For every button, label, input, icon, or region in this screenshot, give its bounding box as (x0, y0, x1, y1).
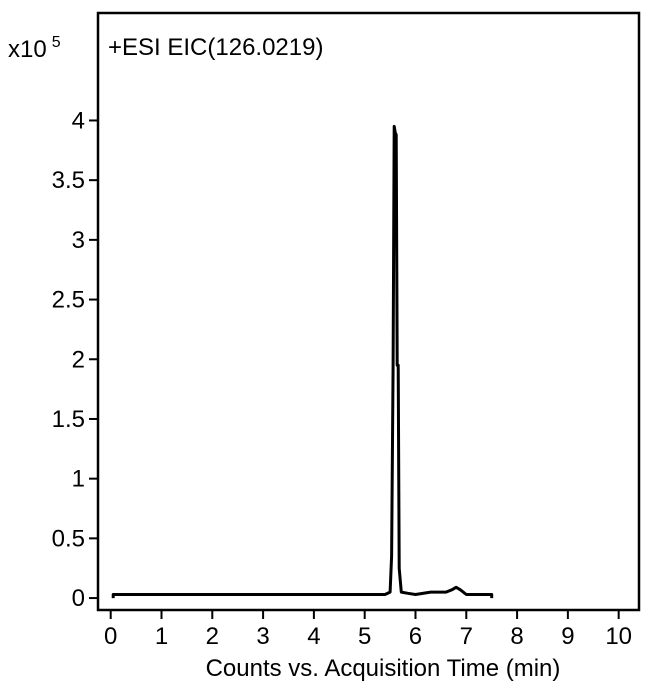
x-tick-label: 0 (104, 623, 117, 650)
x-tick-label: 1 (155, 623, 168, 650)
x-tick-label: 9 (561, 623, 574, 650)
y-tick-label: 0 (72, 585, 85, 612)
y-tick-label: 1 (72, 466, 85, 493)
y-axis: 0 0.5 1 1.5 2 2.5 3 3.5 4 (52, 107, 98, 612)
series-line (111, 124, 494, 599)
y-scale-exponent: 5 (52, 34, 61, 51)
y-tick-label: 4 (72, 107, 85, 134)
y-tick-label: 3 (72, 227, 85, 254)
x-tick-label: 4 (307, 623, 320, 650)
y-scale-label: x10 5 (8, 34, 61, 63)
chart-title: +ESI EIC(126.0219) (108, 34, 323, 61)
x-tick-label: 5 (358, 623, 371, 650)
y-tick-label: 2.5 (52, 287, 85, 314)
x-tick-label: 8 (510, 623, 523, 650)
x-tick-label: 2 (206, 623, 219, 650)
y-tick-label: 2 (72, 346, 85, 373)
y-tick-label: 1.5 (52, 406, 85, 433)
y-tick-label: 3.5 (52, 167, 85, 194)
x-axis: 0 1 2 3 4 5 6 7 8 9 10 (104, 610, 632, 650)
x-tick-label: 7 (460, 623, 473, 650)
y-scale-base: x10 (8, 36, 47, 63)
plot-frame (96, 11, 641, 612)
x-tick-label: 10 (605, 623, 632, 650)
x-tick-label: 6 (409, 623, 422, 650)
y-tick-label: 0.5 (52, 525, 85, 552)
x-axis-label: Counts vs. Acquisition Time (min) (206, 655, 561, 682)
x-tick-label: 3 (256, 623, 269, 650)
